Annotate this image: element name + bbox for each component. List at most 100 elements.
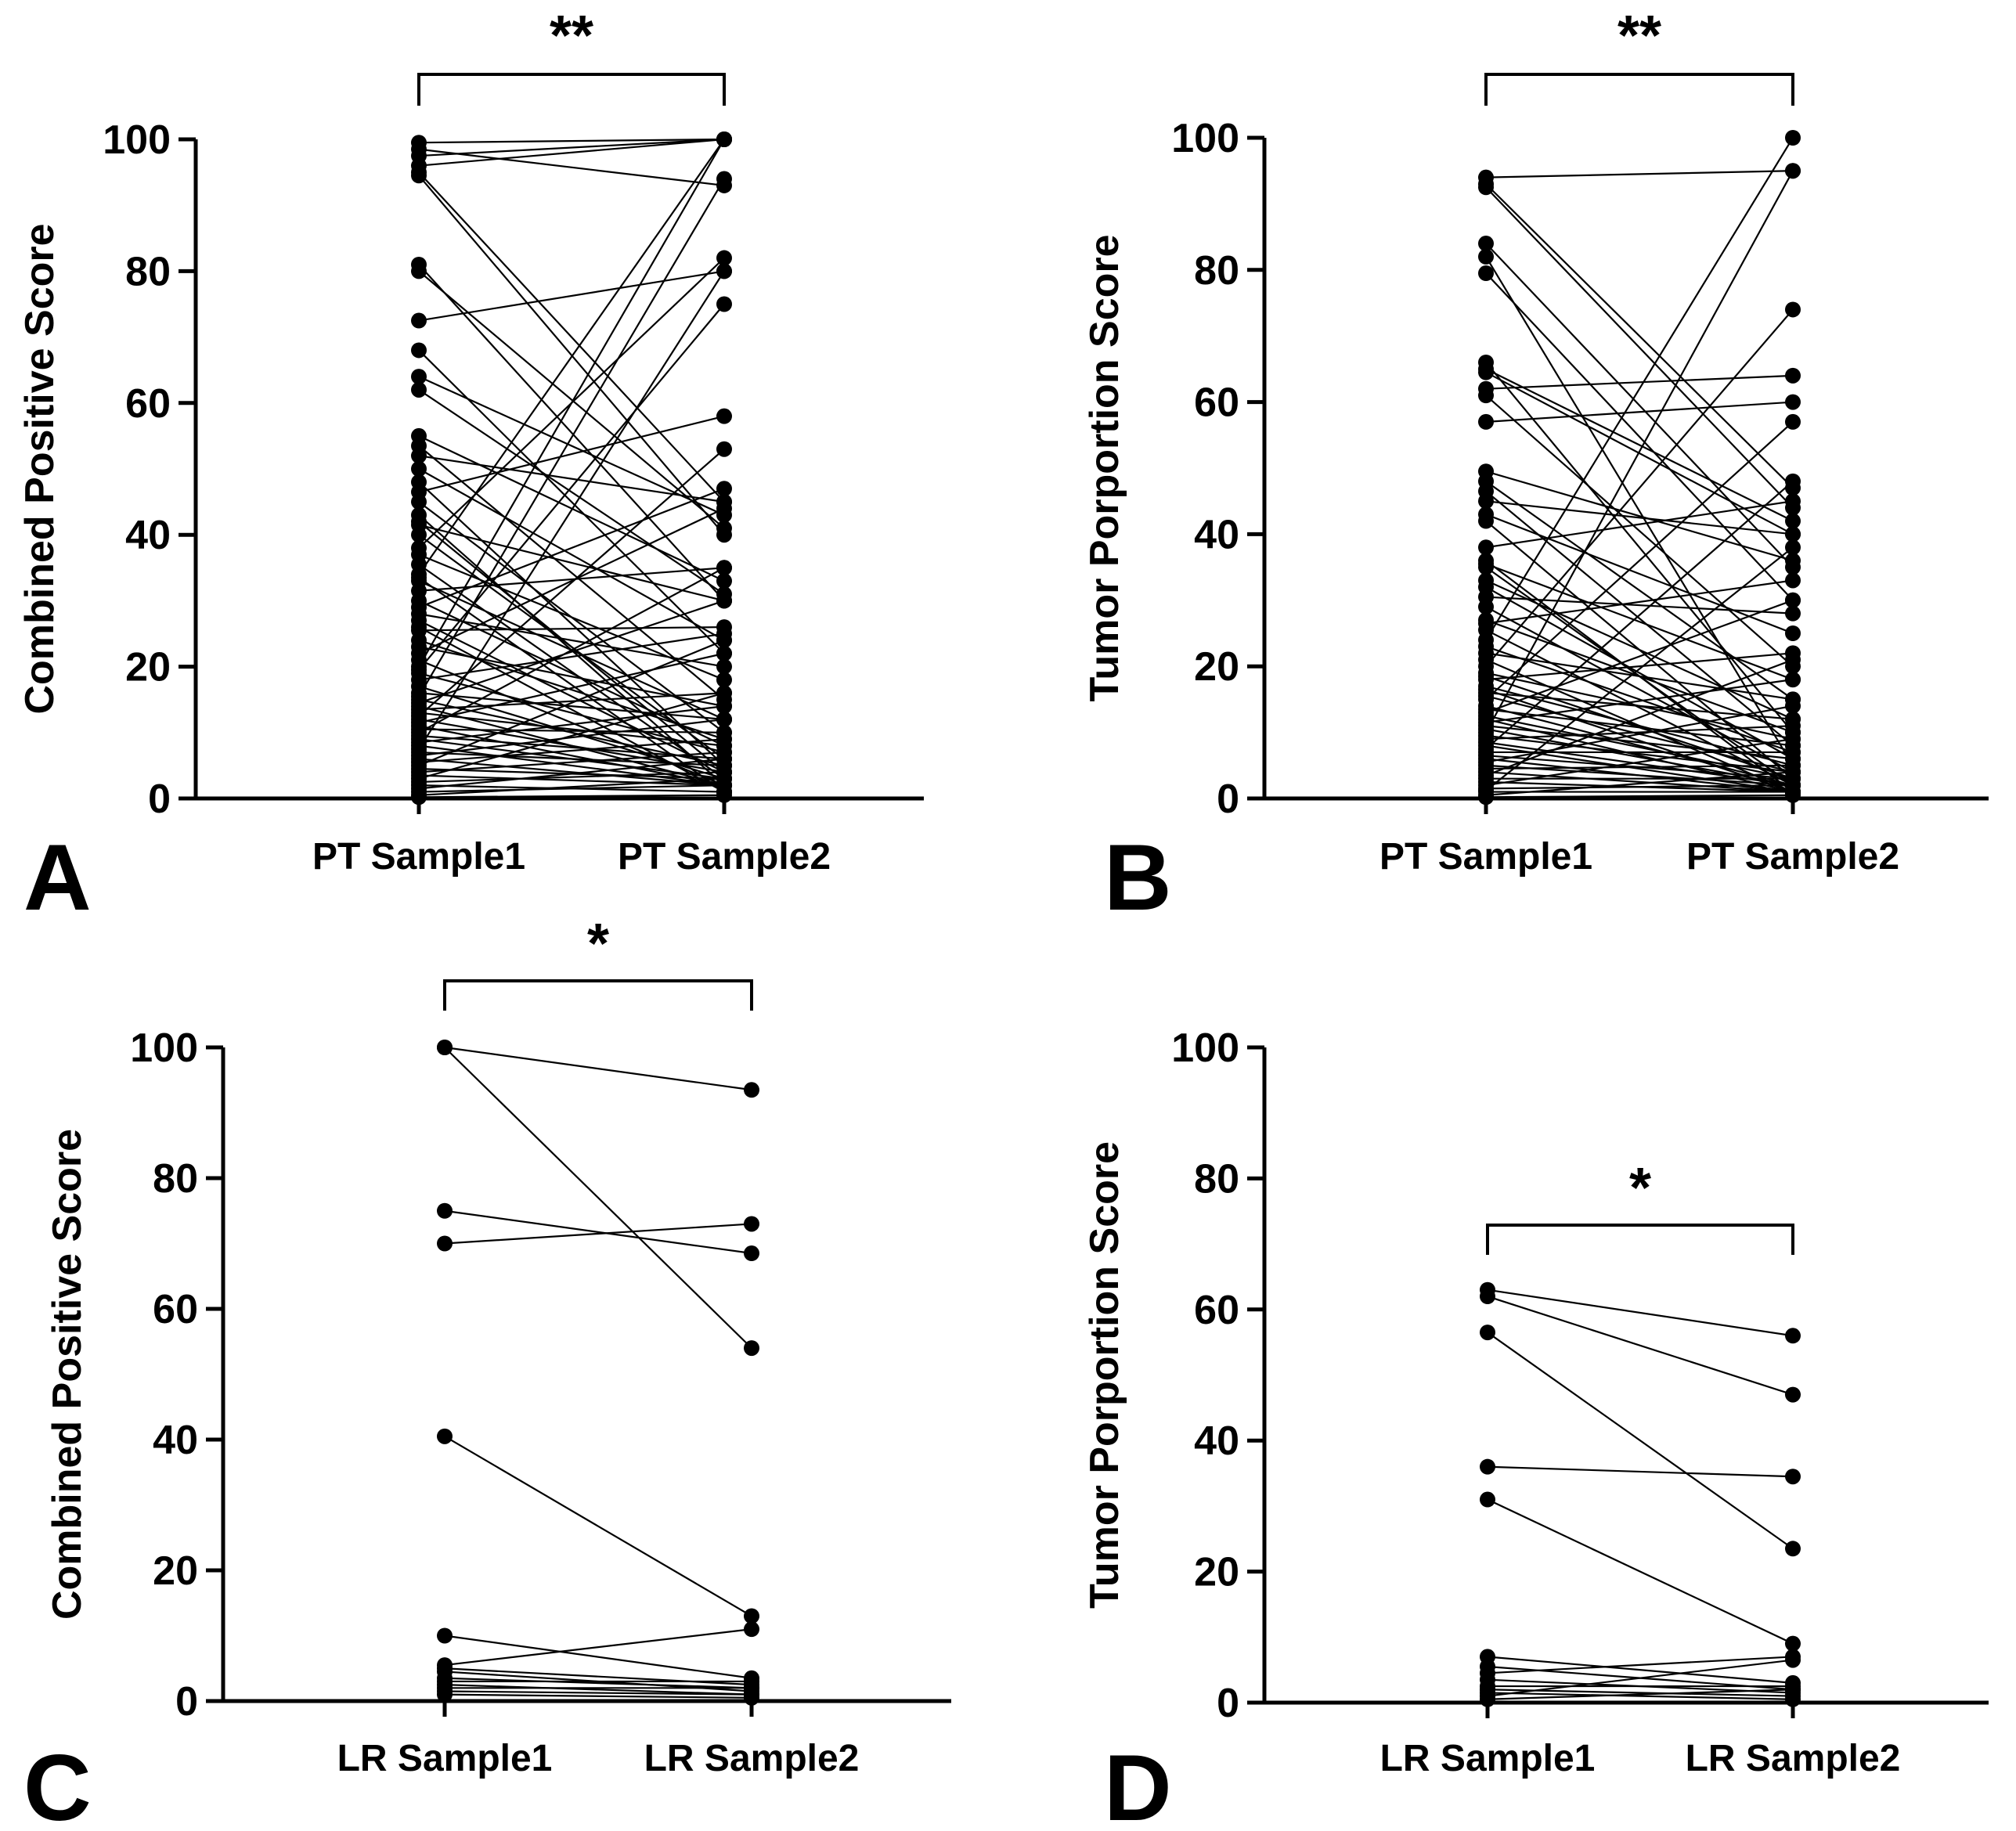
pair-line (1485, 546, 1794, 791)
x-tick-label: LR Sample2 (644, 1738, 860, 1779)
data-point-sample1 (1478, 493, 1494, 510)
pair-line (1485, 678, 1794, 724)
pair-line (418, 171, 725, 503)
data-point-sample2 (744, 1245, 759, 1262)
data-point-sample1 (1478, 236, 1494, 252)
data-point-sample2 (1785, 493, 1801, 510)
y-tick-label: 40 (1194, 512, 1239, 557)
data-point-sample2 (1785, 697, 1801, 714)
data-point-sample1 (1478, 513, 1494, 529)
panel-label: C (23, 1735, 92, 1831)
pair-line (418, 270, 725, 322)
pair-line (418, 389, 725, 595)
pair-line (1485, 658, 1794, 777)
pair-line (1485, 401, 1794, 424)
pair-line (418, 718, 725, 757)
data-point-sample2 (716, 408, 732, 424)
data-point-sample1 (411, 527, 427, 543)
data-point-sample2 (716, 250, 732, 266)
pair-line (1485, 579, 1794, 720)
pair-line (418, 139, 725, 668)
pair-line (1485, 737, 1794, 787)
x-tick-label: PT Sample2 (1686, 836, 1899, 878)
data-point-sample1 (437, 1202, 453, 1219)
pair-line (418, 138, 725, 157)
y-tick-label: 20 (153, 1548, 198, 1594)
data-point-sample2 (1785, 672, 1801, 688)
y-tick-label: 60 (153, 1287, 198, 1332)
data-point-sample1 (1478, 364, 1494, 380)
data-point-sample2 (1785, 784, 1801, 800)
data-points (437, 1040, 759, 1706)
pair-line (418, 138, 725, 167)
pair-line (444, 1628, 752, 1667)
pair-line (418, 507, 725, 654)
pair-lines (418, 138, 725, 798)
y-tick-label: 40 (153, 1418, 198, 1463)
data-point-sample2 (744, 1608, 759, 1624)
y-tick-label: 100 (1171, 1025, 1239, 1071)
pair-line (418, 468, 725, 641)
data-point-sample2 (716, 711, 732, 727)
pair-lines (444, 1046, 752, 1699)
data-point-sample1 (1478, 615, 1494, 632)
data-point-sample1 (1478, 265, 1494, 282)
data-point-sample2 (716, 263, 732, 279)
significance-label: ** (550, 5, 593, 67)
data-point-sample1 (411, 448, 427, 464)
data-point-sample2 (716, 658, 732, 675)
y-tick-label: 100 (103, 117, 171, 163)
data-points (1480, 1281, 1801, 1707)
data-point-sample2 (716, 764, 732, 780)
y-tick-label: 80 (1194, 248, 1239, 294)
y-axis-label: Combined Positive Score (45, 1129, 90, 1620)
pair-line (418, 138, 725, 144)
data-points (411, 132, 732, 806)
pair-line (1485, 563, 1794, 681)
data-point-sample2 (744, 1082, 759, 1098)
pair-line (418, 376, 725, 516)
data-point-sample2 (716, 500, 732, 517)
pair-line (1487, 1498, 1794, 1645)
pair-line (1487, 1465, 1794, 1478)
pair-line (1485, 362, 1794, 733)
data-point-sample2 (1785, 744, 1801, 760)
pair-line (1485, 480, 1794, 701)
y-axis-label: Tumor Porportion Score (1082, 1141, 1127, 1609)
significance-label: ** (1617, 5, 1661, 67)
data-point-sample2 (1785, 1635, 1801, 1652)
x-tick-label: PT Sample1 (1379, 836, 1592, 878)
data-point-sample2 (744, 1689, 759, 1706)
pair-line (444, 1635, 752, 1679)
data-point-sample2 (1785, 1652, 1801, 1668)
pair-line (1487, 1692, 1794, 1700)
significance-label: * (1629, 1157, 1651, 1220)
data-point-sample2 (1785, 553, 1801, 569)
x-tick-label: PT Sample1 (312, 836, 525, 878)
data-point-sample2 (1785, 394, 1801, 410)
significance-label: * (587, 913, 609, 975)
y-tick-label: 20 (125, 645, 171, 690)
pair-line (1485, 560, 1794, 793)
y-axis-label: Combined Positive Score (17, 223, 63, 714)
pair-line (418, 625, 725, 632)
pair-line (1485, 771, 1794, 793)
data-point-sample1 (1478, 413, 1494, 430)
pair-line (1485, 421, 1794, 701)
data-point-sample1 (411, 312, 427, 329)
pair-line (418, 639, 725, 766)
pair-line (418, 349, 725, 654)
data-point-sample2 (1785, 1328, 1801, 1344)
pair-line (1485, 395, 1794, 668)
y-tick-label: 40 (1194, 1418, 1239, 1464)
pair-lines (1485, 137, 1794, 798)
pair-line (418, 744, 725, 787)
data-point-sample2 (716, 171, 732, 187)
pair-line (418, 692, 725, 721)
pair-line (444, 1435, 752, 1617)
pair-line (444, 1223, 752, 1245)
pair-line (1485, 243, 1794, 568)
pair-line (444, 1209, 752, 1255)
pair-line (418, 692, 725, 780)
